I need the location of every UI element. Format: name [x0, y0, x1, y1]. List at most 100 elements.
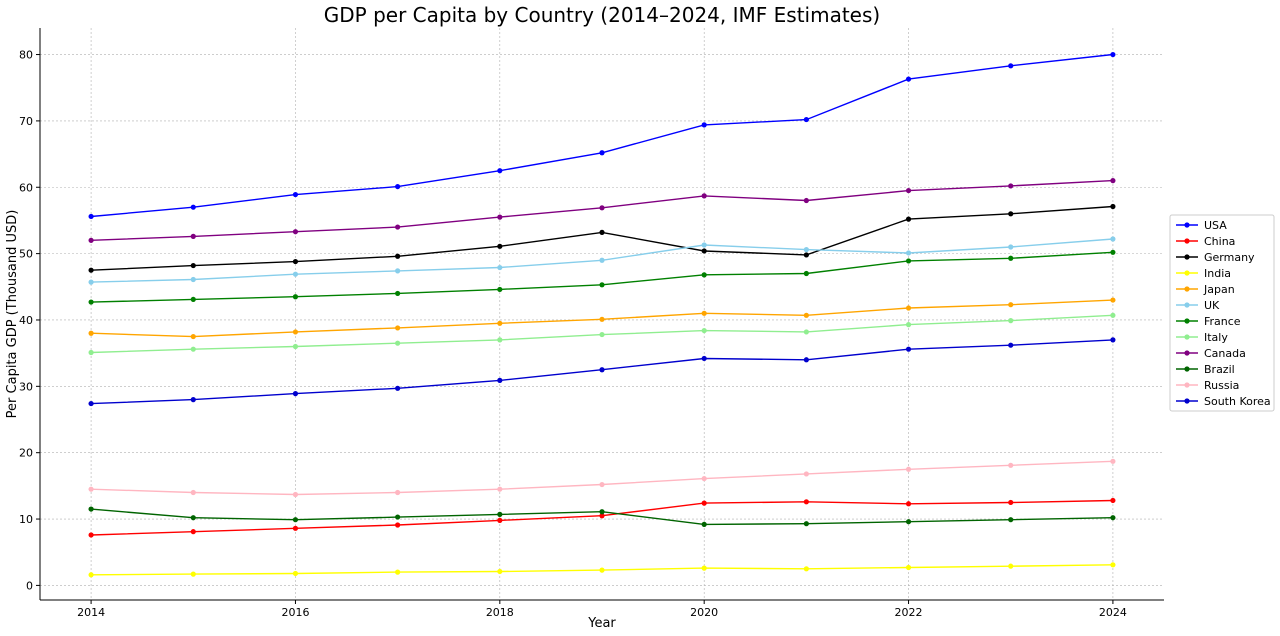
data-point-japan — [905, 305, 912, 311]
data-point-germany — [701, 248, 707, 254]
legend-swatch-marker — [1184, 270, 1190, 276]
legend-label: USA — [1204, 219, 1227, 232]
legend-item-usa: USA — [1176, 219, 1227, 232]
data-point-russia — [599, 481, 605, 488]
data-point-brazil — [88, 506, 94, 512]
data-point-china — [88, 532, 94, 538]
data-point-india — [599, 567, 605, 573]
data-point-france — [88, 299, 94, 305]
data-point-italy — [905, 322, 912, 328]
legend-label: France — [1204, 315, 1241, 328]
data-point-germany — [1110, 203, 1116, 210]
legend-item-canada: Canada — [1176, 347, 1246, 360]
data-point-uk — [599, 257, 605, 263]
data-point-uk — [88, 279, 94, 285]
legend-item-china: China — [1176, 235, 1235, 248]
legend-item-uk: UK — [1176, 299, 1220, 312]
data-point-canada — [905, 187, 912, 194]
data-point-india — [701, 565, 707, 571]
y-tick-label: 70 — [19, 115, 33, 128]
series-brazil — [88, 506, 1116, 527]
data-point-germany — [292, 258, 299, 265]
data-point-south-korea — [1110, 337, 1116, 343]
data-point-india — [88, 572, 94, 578]
legend-swatch-marker — [1184, 318, 1190, 324]
legend-swatch-marker — [1184, 334, 1190, 340]
data-point-brazil — [1110, 515, 1116, 521]
data-point-brazil — [292, 517, 299, 523]
data-point-russia — [1110, 458, 1116, 464]
data-point-germany — [190, 262, 196, 269]
legend-swatch-marker — [1184, 398, 1190, 404]
data-point-india — [292, 570, 299, 577]
legend-item-italy: Italy — [1176, 331, 1228, 344]
series-italy — [88, 312, 1116, 356]
x-ticks: 2014 2016 2018 2020 2022 2024 — [77, 600, 1127, 619]
legend-label: UK — [1204, 299, 1220, 312]
data-point-usa — [395, 183, 401, 190]
data-point-india — [1110, 562, 1116, 568]
y-tick-label: 80 — [19, 49, 33, 62]
y-axis-label: Per Capita GDP (Thousand USD) — [5, 210, 20, 419]
data-point-india — [905, 564, 912, 571]
legend-swatch-marker — [1184, 222, 1190, 228]
legend-swatch-marker — [1184, 238, 1190, 244]
legend-label: Japan — [1203, 283, 1235, 296]
data-point-canada — [190, 233, 196, 239]
data-point-india — [395, 569, 401, 575]
data-point-russia — [190, 489, 196, 496]
y-ticks: 0 10 20 30 40 50 60 70 80 — [19, 49, 40, 592]
legend-label: Russia — [1204, 379, 1239, 392]
data-point-usa — [1110, 51, 1116, 58]
legend: USA China Germany India Japan UK France Italy Ca… — [1169, 214, 1275, 412]
data-point-germany — [599, 229, 605, 235]
x-tick-label: 2016 — [281, 606, 309, 619]
y-tick-label: 50 — [19, 248, 33, 261]
data-point-italy — [292, 343, 299, 350]
data-point-brazil — [905, 519, 912, 525]
series-france — [88, 249, 1116, 305]
legend-label: China — [1204, 235, 1235, 248]
y-tick-label: 30 — [19, 380, 33, 393]
data-point-japan — [88, 330, 94, 336]
data-point-usa — [1008, 63, 1014, 69]
data-point-italy — [599, 331, 605, 338]
data-point-japan — [292, 329, 299, 335]
data-point-france — [497, 286, 503, 293]
data-point-india — [497, 568, 503, 575]
data-point-china — [395, 522, 401, 528]
data-point-france — [395, 290, 401, 297]
legend-label: South Korea — [1204, 395, 1271, 408]
series-china — [88, 497, 1116, 538]
legend-swatch-marker — [1184, 350, 1190, 356]
legend-item-france: France — [1176, 315, 1241, 328]
data-point-canada — [701, 193, 707, 199]
data-point-india — [1008, 563, 1014, 569]
data-point-brazil — [395, 514, 401, 520]
axes — [39, 28, 1164, 601]
data-point-uk — [497, 264, 503, 271]
legend-item-japan: Japan — [1176, 283, 1235, 296]
data-point-china — [905, 501, 912, 507]
data-point-china — [1110, 497, 1116, 504]
legend-swatch-marker — [1184, 286, 1190, 292]
legend-label: India — [1204, 267, 1231, 280]
legend-item-india: India — [1176, 267, 1231, 280]
legend-item-russia: Russia — [1176, 379, 1239, 392]
data-point-russia — [701, 475, 707, 482]
series-usa — [88, 51, 1116, 220]
series-group — [88, 51, 1116, 578]
series-russia — [88, 458, 1116, 498]
legend-label: Italy — [1204, 331, 1228, 344]
data-point-italy — [88, 349, 94, 356]
data-point-russia — [803, 471, 809, 477]
series-line-russia — [91, 460, 1113, 496]
data-point-russia — [88, 486, 94, 492]
data-point-canada — [88, 237, 94, 243]
data-point-japan — [803, 312, 809, 318]
data-point-japan — [1110, 297, 1116, 303]
data-point-south-korea — [497, 377, 503, 383]
x-tick-label: 2018 — [486, 606, 514, 619]
data-point-india — [803, 566, 809, 572]
data-point-germany — [497, 243, 503, 249]
